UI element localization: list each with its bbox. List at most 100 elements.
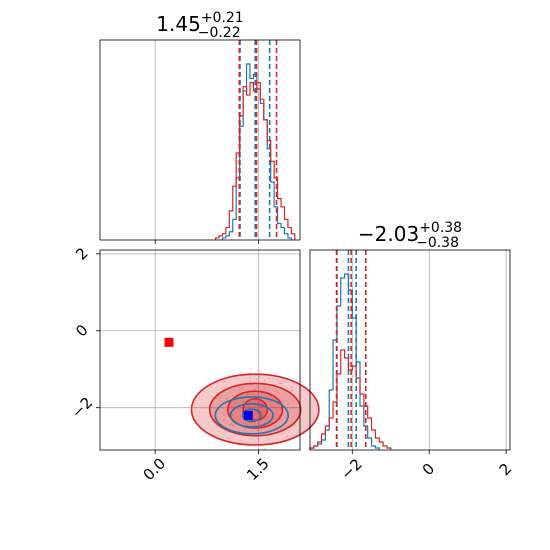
scatter-sample (258, 423, 261, 426)
y-tick-label: 2 (72, 244, 91, 263)
axes-frame (99, 249, 301, 451)
scatter-sample (225, 409, 228, 411)
scatter-sample (229, 423, 232, 425)
scatter-sample (280, 428, 282, 431)
panel-bottom-left: 0.0 1.5 2 0 −2 (68, 244, 320, 484)
scatter-sample (225, 393, 228, 396)
scatter-sample (271, 406, 274, 408)
scatter-sample (217, 430, 220, 433)
panel-bottom-right: −2.03+0.38−0.38 −2 0 2 (309, 220, 515, 483)
scatter-sample (244, 408, 247, 411)
x-tick-label: 0.0 (140, 454, 170, 484)
scatter-sample (233, 404, 236, 407)
scatter-sample (243, 428, 246, 431)
scatter-sample (221, 406, 224, 409)
marker-red (164, 337, 174, 347)
scatter-sample (287, 402, 290, 405)
scatter-sample (238, 386, 241, 388)
scatter-sample (259, 405, 262, 408)
scatter-sample (225, 419, 228, 422)
scatter-sample (246, 393, 249, 396)
scatter-sample (254, 387, 257, 390)
scatter-sample (275, 372, 277, 374)
scatter-sample (256, 442, 259, 445)
panel-title: −2.03+0.38 (358, 220, 462, 246)
histogram-red (214, 82, 296, 240)
contour-blue (241, 408, 262, 423)
panel-title: 1.45+0.21 (156, 10, 243, 36)
x-tick-label: 0 (419, 460, 438, 479)
scatter-sample (290, 390, 293, 392)
scatter-sample (222, 381, 225, 383)
scatter-sample (255, 378, 258, 381)
scatter-sample (247, 441, 249, 444)
scatter-sample (239, 441, 242, 444)
scatter-sample (290, 390, 293, 393)
scatter-sample (224, 380, 226, 383)
scatter-sample (248, 377, 251, 379)
x-tick-label: 2 (496, 460, 515, 479)
scatter-sample (263, 387, 266, 390)
scatter-sample (232, 406, 235, 409)
scatter-sample (240, 371, 242, 373)
scatter-sample (246, 424, 249, 426)
title-lower-error: −0.38 (416, 235, 459, 251)
scatter-sample (239, 439, 242, 442)
scatter-sample (284, 381, 287, 384)
scatter-sample (268, 377, 271, 380)
scatter-sample (286, 435, 289, 438)
scatter-sample (230, 423, 233, 425)
y-tick-label: −2 (68, 394, 96, 422)
scatter-sample (250, 384, 252, 386)
marker-blue (243, 410, 253, 420)
title-lower-error: −0.22 (198, 25, 241, 41)
title-upper-error: +0.21 (201, 10, 244, 26)
scatter-sample (232, 424, 235, 427)
title-value: 1.45 (156, 12, 201, 36)
title-value: −2.03 (358, 222, 419, 246)
scatter-sample (273, 424, 276, 427)
scatter-sample (276, 378, 278, 381)
scatter-sample (242, 386, 245, 389)
scatter-sample (263, 422, 266, 424)
scatter-sample (252, 388, 255, 391)
scatter-sample (275, 389, 278, 392)
scatter-sample (258, 400, 261, 403)
scatter-sample (278, 382, 281, 384)
scatter-sample (233, 425, 236, 428)
scatter-sample (269, 400, 272, 402)
panel-top-left: 1.45+0.21−0.22 (99, 10, 301, 244)
scatter-sample (250, 438, 253, 440)
scatter-sample (238, 388, 241, 391)
scatter-sample (223, 400, 225, 403)
scatter-sample (241, 387, 244, 390)
scatter-sample (278, 415, 280, 418)
scatter-sample (253, 442, 256, 445)
scatter-sample (267, 438, 270, 441)
scatter-sample (223, 413, 225, 416)
scatter-sample (215, 398, 217, 400)
scatter-sample (281, 400, 283, 403)
scatter-sample (264, 379, 266, 382)
scatter-sample (232, 424, 234, 426)
scatter-sample (281, 382, 284, 385)
scatter-sample (228, 423, 231, 426)
scatter-sample (284, 416, 287, 419)
scatter-sample (225, 398, 227, 401)
scatter-sample (228, 437, 230, 440)
histogram-blue (309, 273, 380, 450)
scatter-sample (225, 397, 228, 400)
scatter-sample (248, 379, 251, 382)
scatter-sample (281, 432, 284, 435)
scatter-sample (230, 406, 232, 409)
axes-frame (99, 39, 301, 241)
scatter-sample (289, 395, 291, 398)
scatter-sample (244, 422, 247, 425)
scatter-sample (257, 386, 260, 388)
x-tick-label: 1.5 (243, 454, 273, 484)
scatter-sample (263, 447, 266, 450)
scatter-sample (235, 416, 238, 419)
y-tick-label: 0 (72, 321, 91, 340)
scatter-sample (231, 413, 234, 416)
scatter-sample (291, 389, 293, 392)
